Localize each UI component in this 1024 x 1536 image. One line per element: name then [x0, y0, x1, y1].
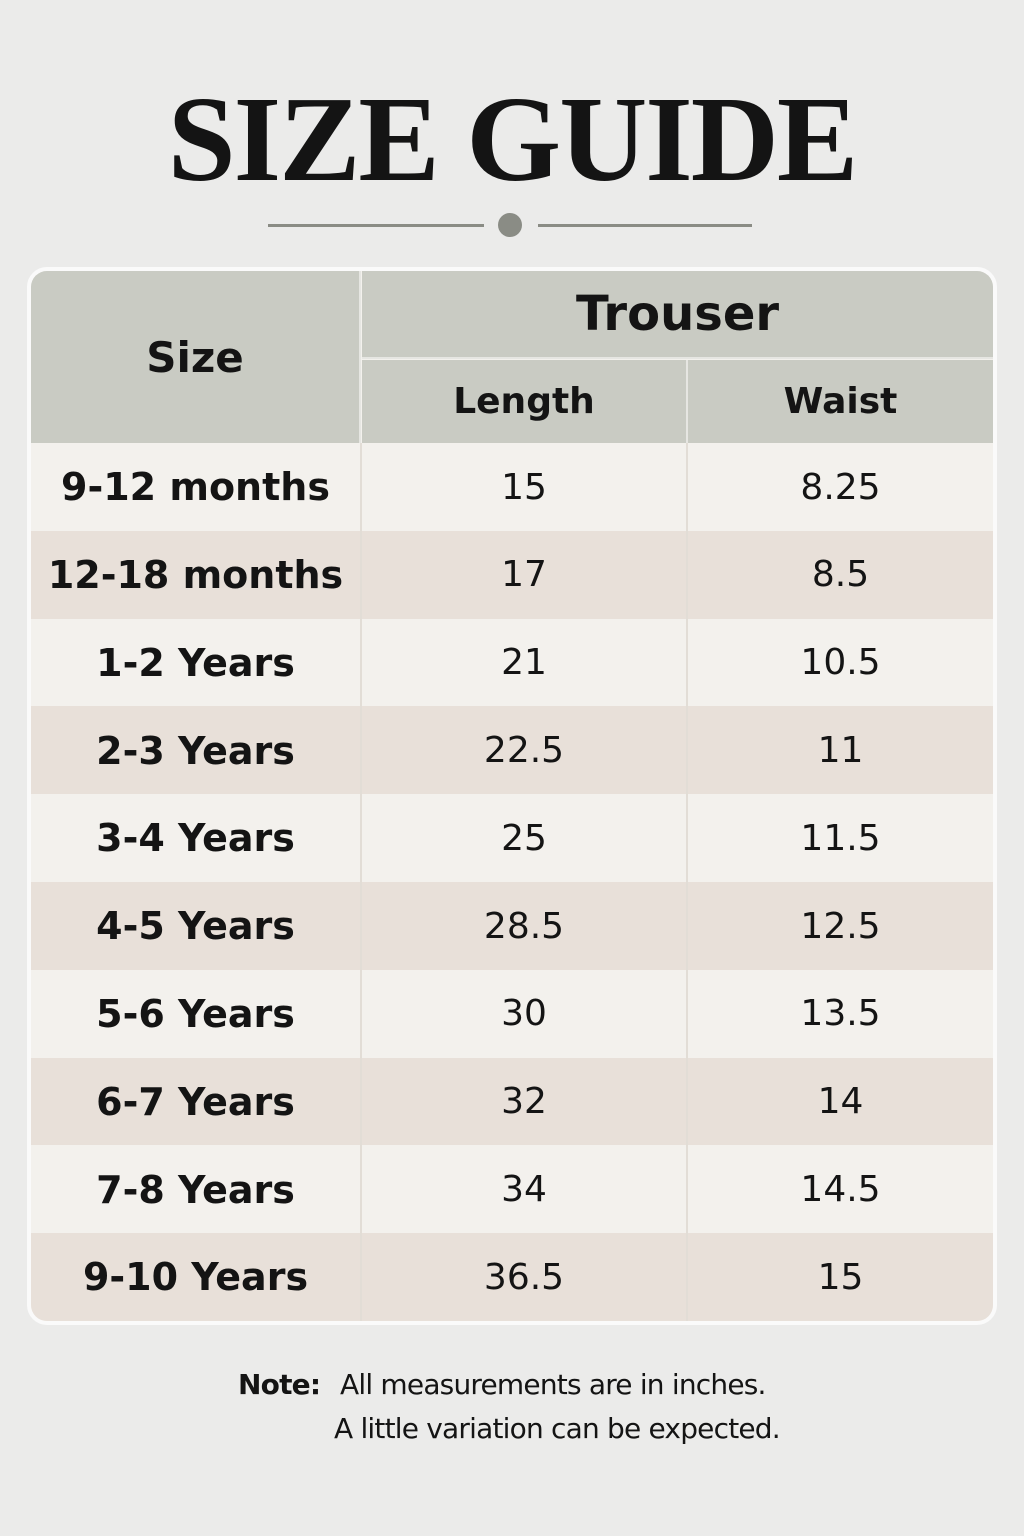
size-table: Size Trouser Length Waist 9-12 months 15 8…	[27, 267, 997, 1325]
value-cell: 17	[362, 530, 688, 620]
value-cell: 12.5	[688, 882, 993, 971]
size-cell: 9-12 months	[31, 443, 362, 532]
value-cell: 34	[362, 1145, 688, 1234]
group-header: Trouser	[362, 271, 993, 359]
value-cell: 8.25	[688, 443, 993, 532]
value-cell: 15	[362, 443, 688, 532]
size-cell: 1-2 Years	[31, 618, 362, 707]
column-header: Length	[362, 360, 688, 443]
note-label: Note:	[238, 1368, 321, 1401]
value-cell: 36.5	[362, 1233, 688, 1321]
column-header: Waist	[688, 360, 993, 443]
size-cell: 6-7 Years	[31, 1057, 362, 1146]
value-cell: 13.5	[688, 969, 993, 1059]
value-cell: 8.5	[688, 530, 993, 620]
value-cell: 28.5	[362, 882, 688, 971]
value-cell: 22.5	[362, 706, 688, 795]
divider-line	[538, 224, 752, 227]
value-cell: 11.5	[688, 794, 993, 883]
value-cell: 14	[688, 1057, 993, 1146]
value-cell: 11	[688, 706, 993, 795]
size-cell: 9-10 Years	[31, 1233, 362, 1321]
value-cell: 30	[362, 969, 688, 1059]
note-line: A little variation can be expected.	[334, 1412, 781, 1445]
value-cell: 15	[688, 1233, 993, 1321]
title: SIZE GUIDE	[167, 72, 859, 207]
size-cell: 7-8 Years	[31, 1145, 362, 1234]
divider-dot	[498, 213, 522, 237]
size-cell: 3-4 Years	[31, 794, 362, 883]
size-header: Size	[31, 271, 361, 443]
value-cell: 25	[362, 794, 688, 883]
size-cell: 12-18 months	[31, 530, 362, 620]
divider-line	[268, 224, 484, 227]
value-cell: 14.5	[688, 1145, 993, 1234]
size-cell: 5-6 Years	[31, 969, 362, 1059]
size-cell: 4-5 Years	[31, 882, 362, 971]
value-cell: 32	[362, 1057, 688, 1146]
value-cell: 10.5	[688, 618, 993, 707]
note-line: All measurements are in inches.	[340, 1368, 766, 1401]
value-cell: 21	[362, 618, 688, 707]
size-cell: 2-3 Years	[31, 706, 362, 795]
